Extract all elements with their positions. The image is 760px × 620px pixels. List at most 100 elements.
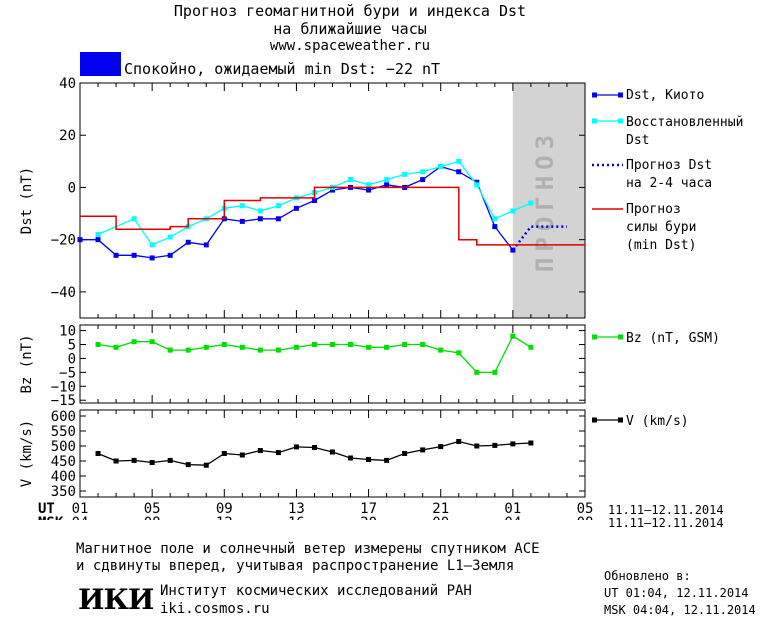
y-tick-label: −20 — [51, 233, 76, 249]
msk-tick-label: 20 — [360, 515, 377, 520]
msk-tick-label: 04 — [72, 515, 89, 520]
data-point — [402, 171, 408, 177]
panel-frame — [79, 82, 586, 319]
data-point — [311, 445, 317, 450]
y-tick-label: −5 — [59, 365, 76, 381]
y-tick-label: 40 — [59, 76, 76, 92]
data-point — [510, 333, 516, 339]
legend-label: Dst — [626, 133, 649, 148]
y-tick-label: 0 — [68, 180, 76, 196]
data-point — [95, 451, 101, 456]
data-point — [131, 252, 137, 258]
data-point — [366, 457, 372, 462]
data-point — [311, 342, 317, 347]
y-tick-label: −15 — [51, 393, 76, 409]
ut-tick-label: 17 — [360, 501, 377, 517]
data-point — [275, 450, 281, 456]
legend-label: Bz (nT, GSM) — [626, 331, 720, 346]
y-tick-label: 600 — [51, 409, 76, 425]
data-point — [149, 339, 155, 345]
data-point — [95, 237, 101, 243]
data-point — [221, 451, 227, 456]
data-point — [438, 164, 444, 170]
y-tick-label: 5 — [68, 338, 76, 354]
data-point — [185, 462, 191, 468]
data-point — [131, 216, 137, 222]
data-point — [95, 231, 101, 237]
msk-tick-label: 00 — [432, 515, 449, 520]
data-point — [149, 242, 155, 248]
series-line — [511, 225, 567, 251]
institute-url[interactable]: iki.cosmos.ru — [160, 601, 270, 617]
y-tick-label: −40 — [51, 285, 76, 301]
data-point — [492, 216, 498, 222]
data-point — [402, 451, 408, 456]
legend-marker — [592, 417, 597, 423]
y-tick-label: 450 — [51, 454, 76, 470]
data-point — [474, 182, 480, 188]
y-tick-label: 400 — [51, 469, 76, 485]
series-line — [97, 160, 532, 246]
series-line — [97, 335, 532, 374]
data-point — [366, 344, 372, 350]
ut-tick-label: 01 — [504, 501, 521, 517]
data-point — [257, 448, 263, 453]
data-point — [149, 460, 155, 465]
data-point — [510, 208, 516, 214]
y-axis-label: Bz (nT) — [19, 334, 35, 393]
ut-tick-label: 05 — [577, 501, 594, 517]
legend: Dst, Киото Восстановленный Dst Прогноз Dst н… — [592, 88, 743, 429]
data-point — [167, 252, 173, 258]
data-point — [257, 208, 263, 214]
data-point — [131, 457, 137, 463]
data-point — [167, 457, 173, 463]
data-point — [348, 455, 354, 461]
legend-marker — [592, 118, 597, 124]
data-point — [420, 342, 426, 347]
data-point — [510, 247, 516, 253]
data-point — [402, 342, 408, 347]
y-tick-label: −10 — [51, 379, 76, 395]
data-point — [366, 182, 372, 188]
msk-date-range: 11.11–12.11.2014 — [608, 516, 724, 530]
data-point — [420, 169, 426, 175]
data-point — [203, 344, 209, 350]
y-tick-label: 500 — [51, 439, 76, 455]
legend-label: Восстановленный — [626, 115, 743, 130]
ut-tick-label: 21 — [432, 501, 449, 517]
data-point — [77, 237, 83, 243]
site-url[interactable]: www.spaceweather.ru — [269, 38, 431, 54]
data-point — [113, 344, 119, 350]
data-point — [384, 177, 390, 183]
data-point — [456, 158, 462, 164]
ut-tick-label: 01 — [72, 501, 89, 517]
y-tick-label: 0 — [68, 351, 76, 367]
data-point — [239, 218, 245, 224]
chart-title-line1: Прогноз геомагнитной бури и индекса Dst — [173, 2, 527, 20]
data-point — [257, 347, 263, 353]
data-point — [528, 200, 534, 206]
msk-tick-label: 16 — [288, 515, 305, 520]
series-line — [80, 165, 514, 259]
data-point — [293, 205, 299, 211]
data-point — [239, 452, 245, 458]
data-point — [510, 441, 516, 447]
data-point — [528, 344, 534, 350]
updated-ut: UT 01:04, 12.11.2014 — [604, 586, 749, 600]
forecast-zone-label: ПРОГНОЗ — [531, 129, 559, 272]
ut-axis-title: UT — [38, 501, 55, 517]
data-point — [131, 339, 137, 345]
data-point — [149, 255, 155, 261]
updated-msk: MSK 04:04, 12.11.2014 — [604, 603, 756, 617]
updated-label: Обновлено в: — [604, 569, 691, 583]
data-point — [330, 449, 335, 455]
data-point — [492, 442, 498, 448]
data-point — [456, 350, 462, 356]
series-line — [80, 186, 585, 246]
legend-label: Прогноз Dst — [626, 158, 712, 173]
data-point — [420, 447, 426, 453]
data-point — [167, 234, 173, 240]
ut-tick-label: 13 — [288, 501, 305, 517]
